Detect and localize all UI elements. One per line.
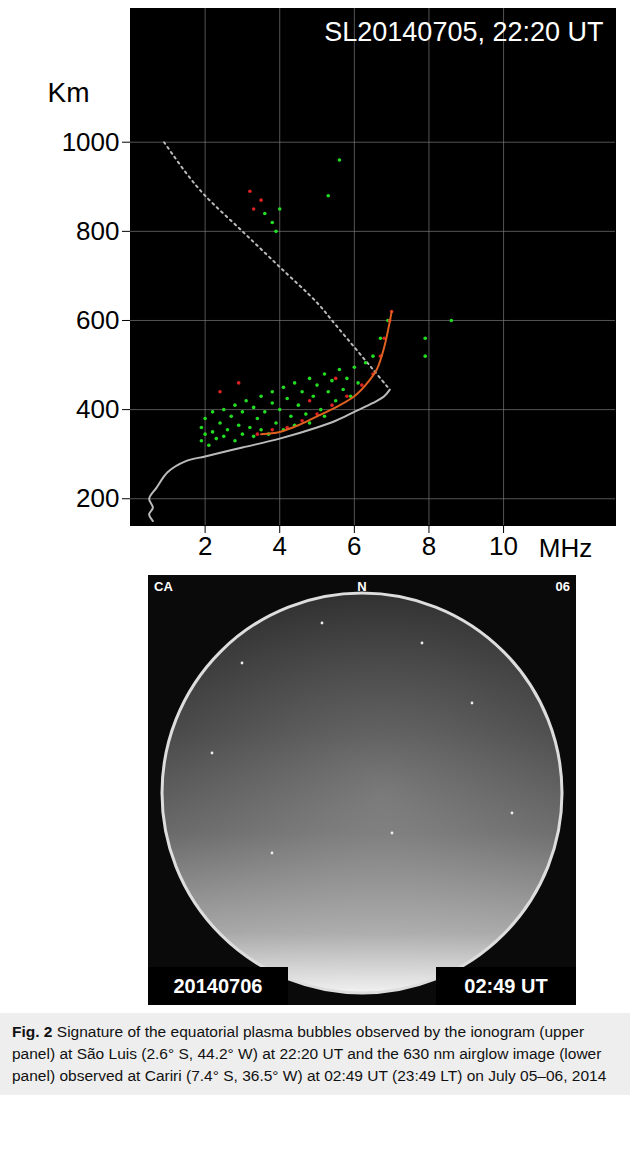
svg-text:MHz: MHz xyxy=(539,533,592,563)
svg-text:20140706: 20140706 xyxy=(174,975,263,997)
svg-text:600: 600 xyxy=(76,305,119,335)
svg-text:10: 10 xyxy=(489,531,518,561)
svg-text:CA: CA xyxy=(154,579,173,594)
svg-text:Km: Km xyxy=(48,77,90,108)
svg-text:200: 200 xyxy=(76,483,119,513)
html-text:Fig. 2 Signature of the equato: Fig. 2 Signature of the equatorial plasm… xyxy=(12,1023,607,1084)
svg-text:800: 800 xyxy=(76,216,119,246)
svg-text:4: 4 xyxy=(272,531,286,561)
svg-text:8: 8 xyxy=(422,531,436,561)
svg-text:02:49 UT: 02:49 UT xyxy=(464,975,547,997)
svg-text:400: 400 xyxy=(76,394,119,424)
svg-text:N: N xyxy=(357,579,366,594)
svg-text:6: 6 xyxy=(347,531,361,561)
svg-text:SL20140705, 22:20 UT: SL20140705, 22:20 UT xyxy=(324,17,603,47)
svg-text:2: 2 xyxy=(198,531,212,561)
svg-text:06: 06 xyxy=(556,579,570,594)
svg-text:1000: 1000 xyxy=(62,127,120,157)
